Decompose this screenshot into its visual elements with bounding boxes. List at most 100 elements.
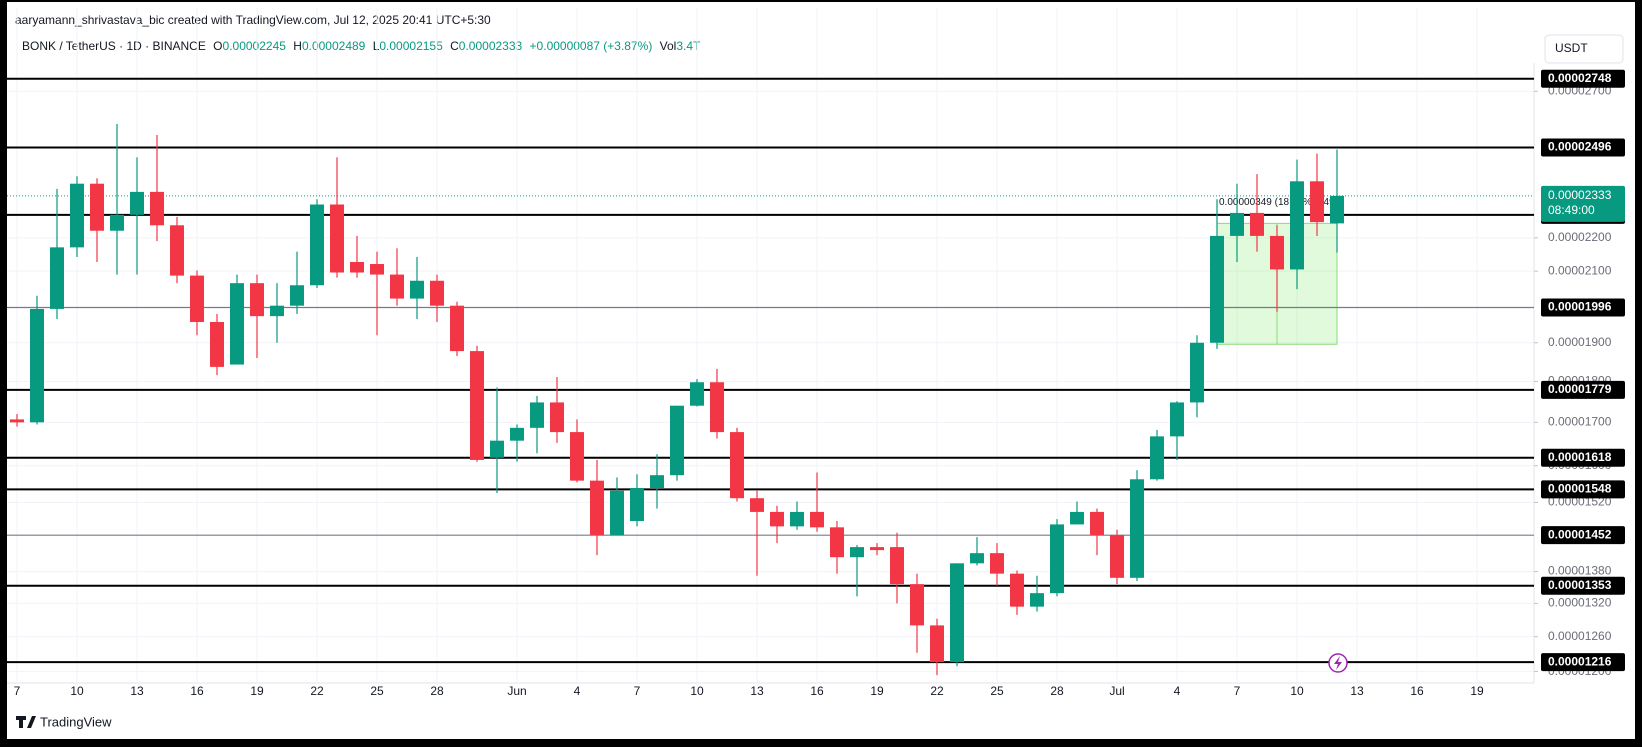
candle [610,477,624,536]
candle [450,301,464,357]
candle [1130,470,1144,581]
candle-body [330,204,344,273]
candle [50,188,64,320]
candle [190,270,204,336]
lightning-icon[interactable] [1328,653,1348,673]
candle-body [690,382,704,406]
y-tick-label: 0.00001700 [1548,415,1612,429]
candle [570,419,584,483]
candle-body [450,305,464,352]
candle [350,235,364,278]
candle-body [270,305,284,317]
candle-body [1290,181,1304,270]
candle [810,472,824,532]
candle-body [850,547,864,558]
candle-body [510,427,524,441]
last-price-label: 0.00002333 [1548,188,1612,202]
x-tick-label: 22 [310,684,324,698]
candle [390,248,404,306]
x-tick-label: 7 [14,684,21,698]
level-label-box [1541,480,1625,499]
currency-button[interactable]: USDT [1544,34,1624,64]
candle-body [210,321,224,367]
candle [1070,501,1084,525]
candle-body [1310,181,1324,223]
candle [270,283,284,343]
candle-body [30,308,44,423]
candle [90,178,104,263]
candle-body [890,547,904,585]
x-tick-label: 19 [1470,684,1484,698]
x-tick-label: 25 [370,684,384,698]
candle [530,395,544,454]
countdown: 08:49:00 [1548,203,1595,217]
candle-body [1190,342,1204,403]
x-tick-label: 19 [250,684,264,698]
candle [590,459,604,556]
x-tick-label: 4 [574,684,581,698]
candle-body [970,553,984,564]
candle-body [590,480,604,536]
candle-body [790,511,804,527]
x-tick-label: 7 [1234,684,1241,698]
candle [470,345,484,462]
y-tick-label: 0.00001380 [1548,564,1612,578]
candle [670,405,684,481]
candle-body [230,283,244,365]
candle-body [1270,235,1284,270]
candle [1030,575,1044,612]
candle [1290,159,1304,290]
candle [890,532,904,604]
change: +0.00000087 (+3.87%) [530,39,653,53]
candle [430,274,444,322]
lightning-bolt[interactable] [1334,656,1342,670]
x-tick-label: 19 [870,684,884,698]
candle [730,427,744,502]
candle-body [1030,593,1044,607]
level-label: 0.00001996 [1548,300,1612,314]
x-tick-label: 10 [1290,684,1304,698]
currency[interactable]: USDT [1555,41,1588,55]
last-price-box [1541,185,1625,222]
x-tick-label: 16 [190,684,204,698]
candle-body [470,351,484,460]
x-tick-label: 13 [750,684,764,698]
level-label-box [1541,526,1625,545]
candle [970,537,984,566]
candle-body [990,553,1004,574]
y-tick-label: 0.00001320 [1548,596,1612,610]
level-label: 0.00001779 [1548,382,1612,396]
candle [210,313,224,376]
vol-label: Vol [660,39,677,53]
candle [330,157,344,278]
candle [250,274,264,358]
candle [1190,335,1204,418]
level-label-box [1541,448,1625,467]
candle-body [190,275,204,322]
candle-body [430,280,444,306]
candle-body [1150,436,1164,480]
candle-body [610,490,624,536]
candle [1170,401,1184,460]
candle [790,501,804,530]
currency-button-box[interactable] [1544,34,1624,64]
candle [850,545,864,597]
level-label: 0.00001548 [1548,482,1612,496]
level-label: 0.00001618 [1548,450,1612,464]
candle-body [1070,511,1084,525]
level-label-box [1541,653,1625,672]
candle [690,379,704,407]
candle-body [1090,511,1104,536]
candle-body [1230,212,1244,236]
candle [510,424,524,462]
candle-body [830,527,844,558]
candle-body [530,402,544,428]
candle-body [1050,524,1064,594]
y-tick-label: 0.00002100 [1548,263,1612,277]
candle-body [1170,402,1184,437]
candle [130,157,144,275]
candle [1230,183,1244,263]
candle [1210,199,1224,349]
